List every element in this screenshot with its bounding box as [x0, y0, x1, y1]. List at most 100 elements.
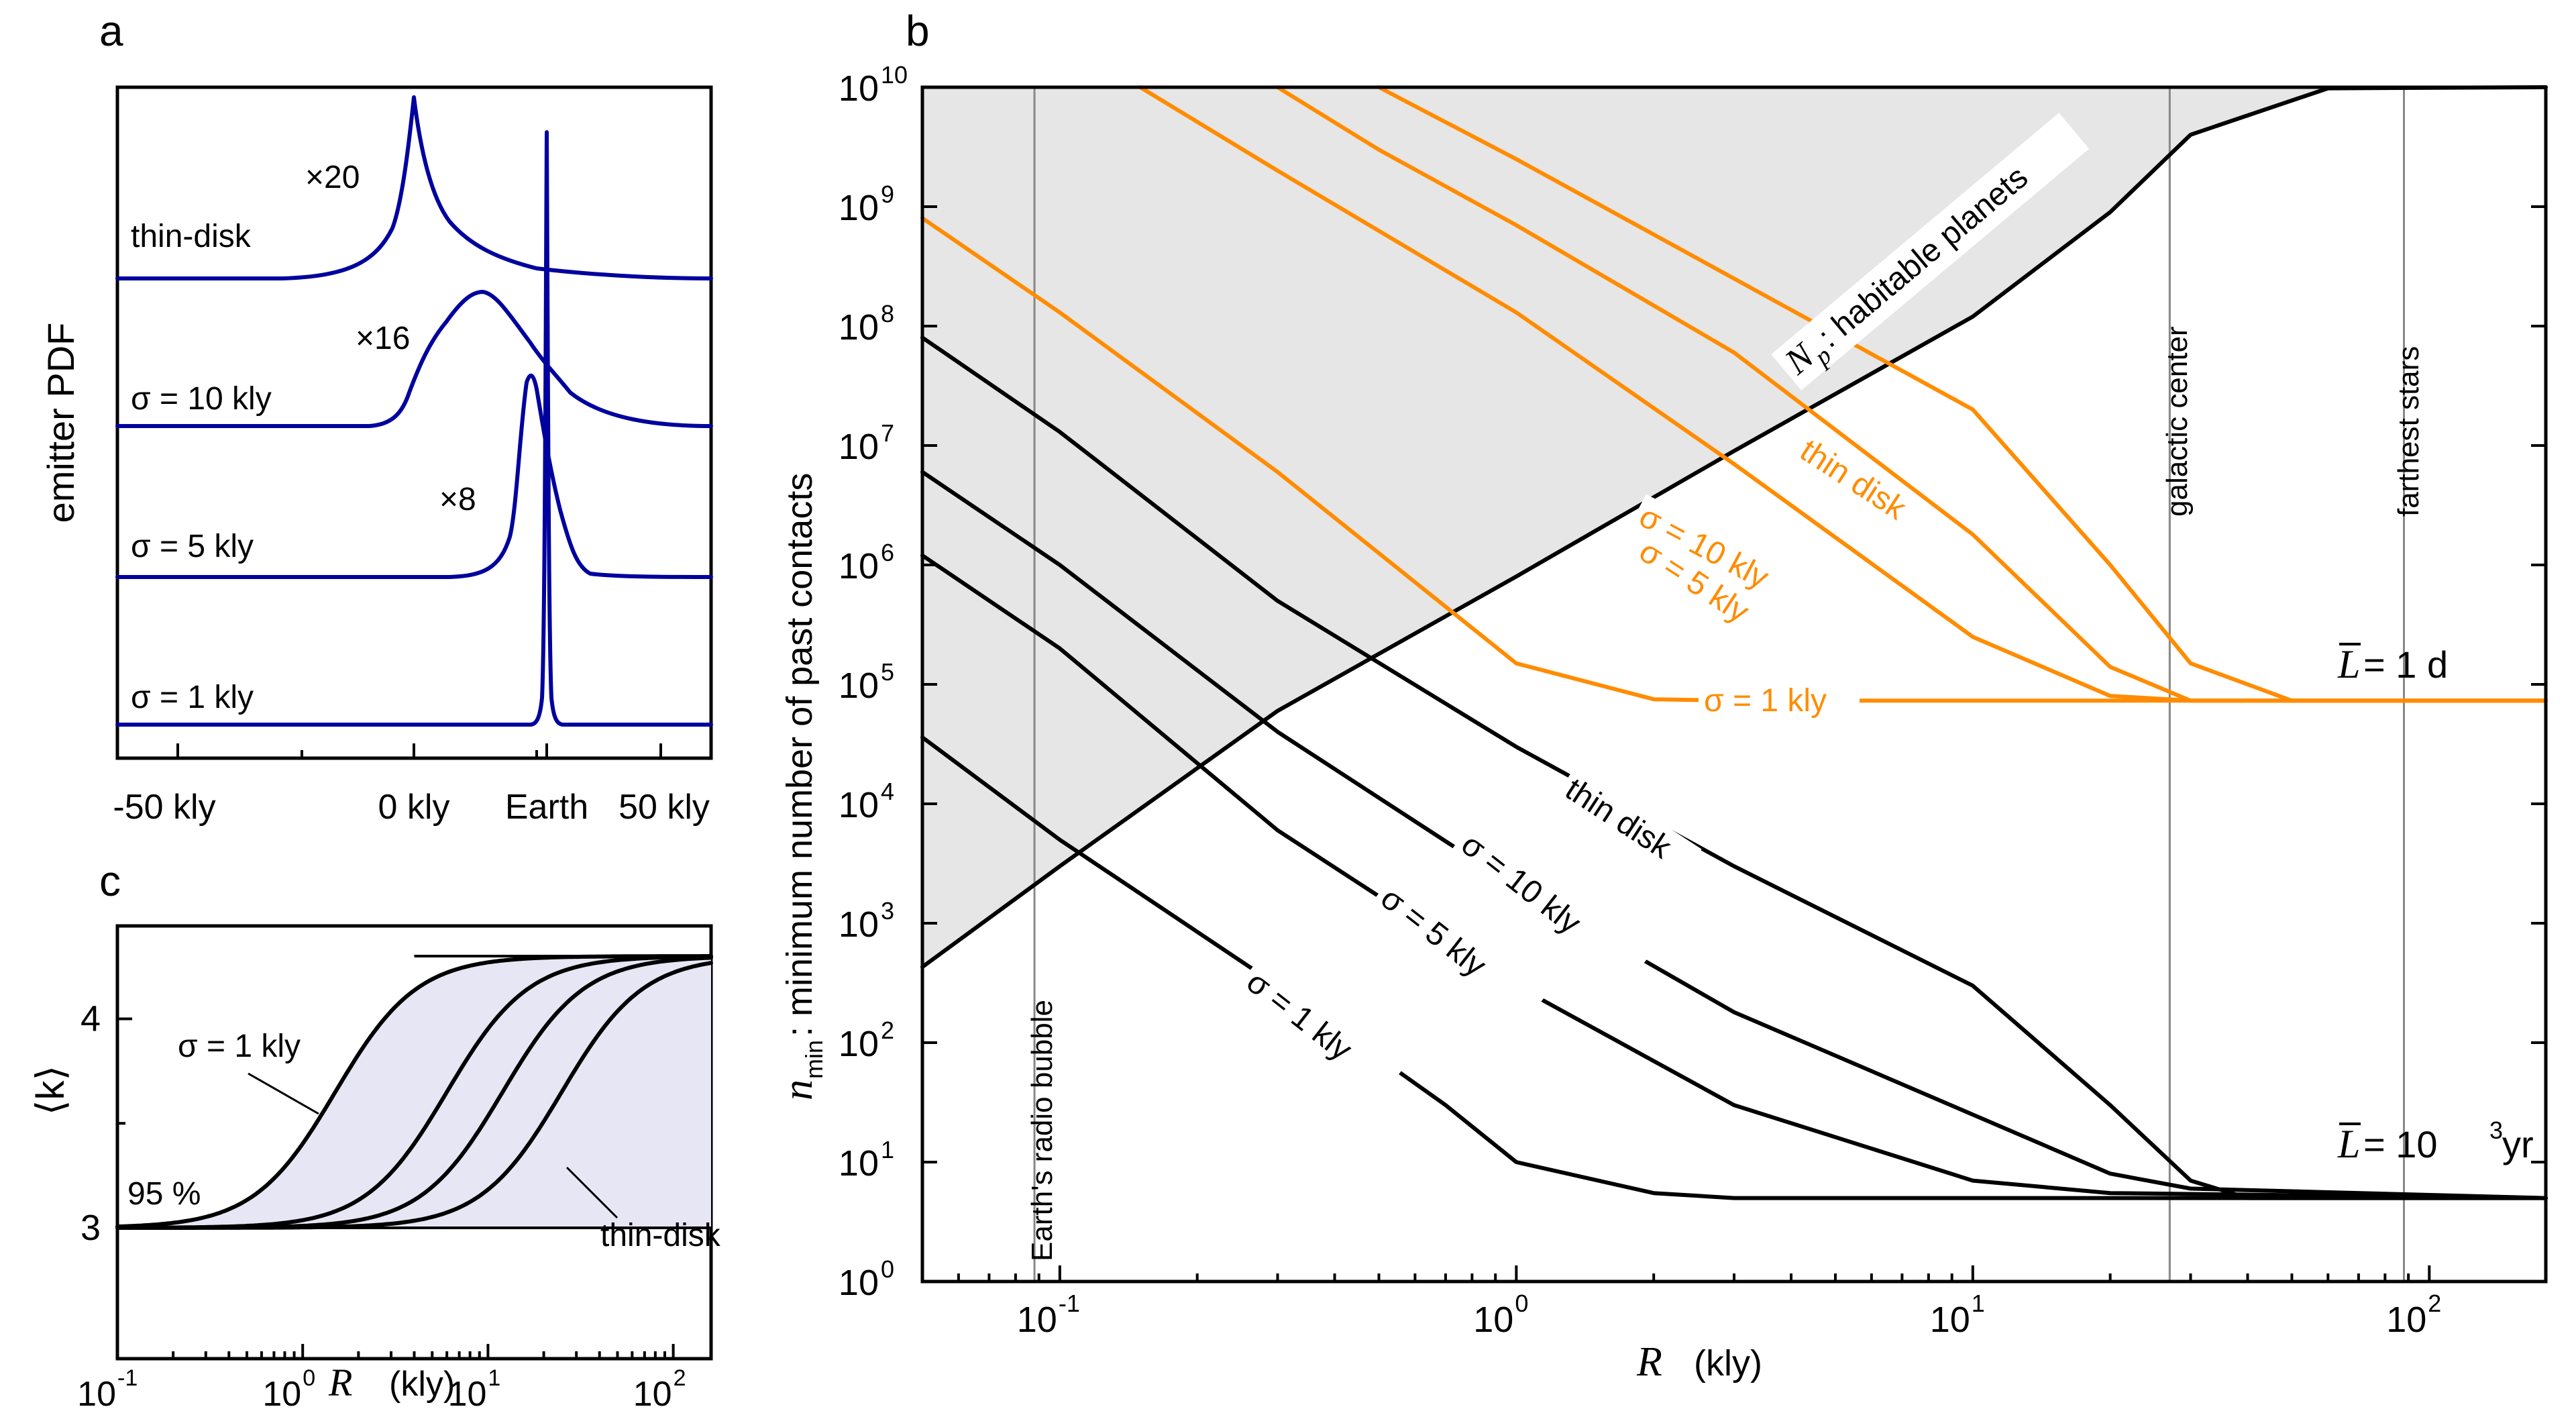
panel-b-black-label-sigma-1: σ = 1 kly: [1234, 959, 1402, 1103]
panel-b-black-label-sigma-10-bg: [1448, 821, 1648, 990]
panel-b-black-label-sigma-5-bg: [1368, 875, 1546, 1027]
panel-b-ylabel-text: : minimum number of past contacts: [780, 473, 820, 1037]
panel-b-ytick-label-9: 10: [839, 188, 879, 228]
panel-b-ytick-label-3: 10: [839, 904, 879, 945]
panel-b-ytick-exp-6: 6: [881, 539, 894, 566]
panel-b-ytick-exp-1: 1: [881, 1136, 894, 1163]
panel-c-sigma-1-leader: [248, 1072, 319, 1115]
panel-b-ytick-label-6: 10: [839, 546, 879, 586]
panel-b-black-text-sigma-1: σ = 1 kly: [1240, 964, 1358, 1067]
panel-b-curve-black-1: [920, 470, 2548, 1200]
panel-b-vline-layer: [1033, 87, 2406, 1282]
panel-b-ylabel-sub: min: [800, 1040, 828, 1079]
panel-a-label-sigma-1: σ = 1 kly: [131, 680, 254, 715]
panel-b-vline-label-center: galactic center: [2161, 326, 2194, 517]
panel-c-fill-layer: [117, 956, 711, 1228]
panel-c-annotation-95: 95 %: [127, 1176, 201, 1212]
panel-b-ytick-label-1: 10: [839, 1143, 879, 1184]
panel-c-xtick-label-3: 10: [633, 1375, 672, 1409]
panel-b-black-label-sigma-1-bg: [1234, 959, 1402, 1103]
panel-b-vline-label-farthest: farthest stars: [2392, 346, 2425, 517]
panel-a-mult-sigma-10: ×16: [356, 321, 410, 356]
panel-c-ytick-label-0: 3: [80, 1208, 101, 1248]
panel-b-vline-label-radio: Earth's radio bubble: [1026, 1000, 1059, 1261]
panel-letter-a: a: [99, 7, 123, 55]
panel-a: emitter PDF -50 kly 0 kly Earth 50 kly t…: [40, 85, 713, 827]
panel-b-group-label-1d: L = 1 d: [2337, 642, 2448, 686]
panel-a-xtick-label-2: 0 kly: [378, 788, 450, 827]
panel-b-ytick-exp-10: 10: [881, 61, 908, 89]
panel-b-black-text-sigma-10: σ = 10 kly: [1454, 827, 1587, 941]
panel-b-xlabel-unit: (kly): [1694, 1343, 1762, 1384]
panel-a-label-thin-disk: thin-disk: [131, 219, 252, 254]
panel-c-xtick-exp-1: 0: [303, 1365, 315, 1391]
panel-b-curve-orange-0: [1377, 85, 2548, 703]
panel-letter-c: c: [99, 857, 121, 905]
panel-b-ytick-exp-3: 3: [881, 897, 894, 925]
panel-a-label-sigma-10: σ = 10 kly: [131, 381, 272, 417]
panel-b-ytick-label-10: 10: [839, 68, 879, 109]
panel-c-xtick-exp-0: -1: [117, 1365, 138, 1391]
panel-b-orange-label-sigma-5-bg: [1627, 528, 1813, 669]
panel-a-mult-thin-disk: ×20: [305, 160, 360, 195]
panel-b-xtick-exp-0: -1: [1059, 1290, 1080, 1317]
panel-c-xtick-label-1: 10: [262, 1375, 301, 1409]
panel-b-group-label-1000yr: L = 10 3 yr: [2337, 1116, 2534, 1166]
panel-b-curve-black-2: [920, 553, 2548, 1200]
panel-b-xtick-label-2: 10: [1930, 1300, 1970, 1340]
panel-c-thin-disk-leader: [566, 1166, 619, 1219]
panel-c-xlabel-var: R: [328, 1361, 352, 1404]
panel-b-group-label-1000yr-exp: 3: [2489, 1116, 2503, 1144]
panel-b-ytick-exp-2: 2: [881, 1016, 894, 1044]
panel-b-habitable-curve: [920, 85, 2548, 970]
panel-b-xtick-label-0: 10: [1017, 1300, 1057, 1340]
panel-b-ytick-exp-4: 4: [881, 778, 894, 805]
panel-b-orange-label-sigma-1-bg: [1699, 681, 1860, 721]
panel-b-xtick-exp-1: 0: [1515, 1290, 1528, 1317]
panel-c-xtick-label-2: 10: [448, 1375, 487, 1409]
panel-c-annotation-sigma-1: σ = 1 kly: [178, 1029, 301, 1064]
panel-b-ytick-label-5: 10: [839, 666, 879, 706]
panel-b-orange-label-sigma-10-bg: [1627, 494, 1842, 634]
panel-b-group-label-1000yr-unit: yr: [2502, 1123, 2534, 1165]
panel-b-ytick-label-0: 10: [839, 1263, 879, 1303]
panel-b-black-text-sigma-5: σ = 5 kly: [1374, 880, 1493, 984]
panel-c-fill: [117, 956, 711, 1228]
panel-b-xtick-label-3: 10: [2386, 1300, 2426, 1340]
panel-c-xtick-label-0: 10: [77, 1375, 116, 1409]
panel-a-xtick-label-1: -50 kly: [113, 788, 215, 827]
panel-b-curve-orange-1: [1275, 85, 2548, 703]
panel-b-ytick-exp-7: 7: [881, 419, 894, 447]
panel-b-np-label-bg: [1771, 113, 2090, 390]
panel-c-curve-layer: [115, 954, 713, 1230]
panel-b-xtick-label-1: 10: [1473, 1300, 1513, 1340]
panel-b-ylabel-var: n: [775, 1080, 821, 1100]
panel-b-ytick-label-8: 10: [839, 307, 879, 348]
panel-b-group-label-1000yr-var: L: [2337, 1122, 2360, 1166]
panel-a-label-sigma-5: σ = 5 kly: [131, 529, 254, 564]
panel-b-ytick-label-2: 10: [839, 1024, 879, 1064]
panel-a-curve-sigma-5: [115, 373, 713, 579]
panel-b-xlabel-var: R: [1636, 1339, 1662, 1385]
panel-b-xtick-exp-2: 1: [1972, 1290, 1985, 1317]
panel-a-frame: [115, 85, 713, 760]
panel-b-ytick-exp-9: 9: [881, 180, 894, 208]
panel-b-orange-label-thin-disk-bg: [1788, 427, 1937, 544]
panel-b-orange-text-thin-disk: thin disk: [1794, 433, 1913, 527]
panel-c-ylabel: ⟨k⟩: [29, 1065, 72, 1115]
panel-b-ylabel: n min : minimum number of past contacts: [775, 473, 828, 1100]
panel-b-ytick-exp-8: 8: [881, 300, 894, 327]
panel-b-excluded-region: [922, 87, 2546, 968]
panel-c-ytick-label-1: 4: [80, 998, 101, 1039]
panel-b-orange-text-sigma-1: σ = 1 kly: [1704, 683, 1827, 719]
panel-b-group-label-1d-text: = 1 d: [2363, 643, 2448, 686]
panel-b-ytick-exp-0: 0: [881, 1255, 894, 1283]
panel-b-black-label-thin-disk-bg: [1553, 766, 1702, 883]
panel-c-annotation-thin-disk: thin-disk: [600, 1218, 721, 1253]
panel-a-curve-sigma-1: [115, 130, 713, 727]
panel-b-curve-black-3: [920, 735, 2548, 1200]
